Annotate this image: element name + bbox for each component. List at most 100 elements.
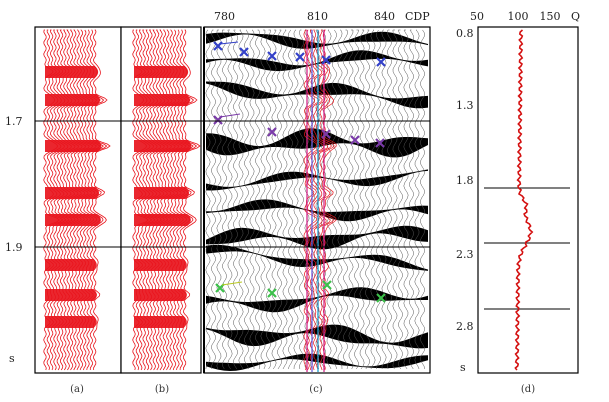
seismic-trace: [238, 29, 244, 370]
seismic-trace: [249, 29, 255, 370]
panel-a-peak-fill: [45, 214, 101, 226]
horizon-pick-marker: [295, 52, 305, 62]
horizon-pick-marker: [350, 135, 360, 145]
seismic-trace: [326, 29, 332, 370]
panel-b-trace: [182, 29, 201, 371]
panel-b-peak-fill: [134, 187, 190, 199]
caption-b: (b): [155, 384, 169, 395]
seismic-trace: [244, 29, 249, 370]
panel-c-seismic-section: [205, 29, 428, 371]
seismic-trace: [348, 29, 354, 370]
seismic-trace: [233, 29, 238, 370]
panel-b-peak-fill: [134, 94, 190, 106]
seismic-trace: [359, 29, 365, 370]
seismic-reflector: [206, 287, 428, 313]
caption-a: (a): [70, 384, 84, 395]
panel-b-peak-fill: [134, 140, 192, 152]
panel-a-peak-fill: [45, 66, 99, 78]
horizon-pick-marker: [322, 280, 332, 290]
horizon-pick-marker: [267, 127, 277, 137]
seismic-trace: [309, 29, 315, 370]
horizon-pick-marker: [376, 57, 386, 67]
horizon-pick-marker: [239, 47, 249, 57]
d-time-tick-2-8: 2.8: [456, 320, 474, 333]
panel-b-traces: [132, 29, 201, 371]
seismic-reflector: [206, 50, 428, 72]
horizon-pick-marker: [267, 288, 277, 298]
caption-c: (c): [309, 384, 323, 395]
panel-a-trace: [92, 29, 111, 371]
panel-a-peak-fill: [45, 187, 100, 199]
q-tick-50: 50: [470, 10, 484, 23]
seismic-trace: [299, 29, 304, 370]
panel-a-peak-fill: [45, 140, 102, 152]
seismic-trace: [260, 29, 266, 370]
seismic-trace: [277, 29, 282, 370]
d-time-tick-1-8: 1.8: [456, 174, 474, 187]
horizon-pick-marker: [267, 51, 277, 61]
panel-c-overlay: [213, 29, 386, 372]
panel-a-trace: [83, 29, 101, 371]
d-time-tick-0-8: 0.8: [456, 27, 474, 40]
seismic-trace: [414, 29, 420, 370]
seismic-reflector: [206, 199, 428, 222]
cdp-tick-840: 840: [374, 10, 395, 23]
seismic-reflector: [206, 81, 428, 109]
d-time-tick-2-3: 2.3: [456, 248, 474, 261]
seismic-trace: [211, 29, 216, 370]
q-curve: [514, 29, 534, 371]
seismic-trace: [266, 29, 272, 370]
horizon-label-line: [221, 281, 243, 286]
seismic-trace: [376, 29, 381, 370]
seismic-trace: [354, 29, 360, 370]
seismic-trace: [332, 29, 337, 370]
well-synthetic-trace: [306, 29, 321, 371]
seismic-reflector: [206, 31, 428, 49]
panel-a-peak-fill: [45, 259, 97, 271]
q-tick-100: 100: [508, 10, 529, 23]
seismic-trace: [227, 29, 233, 370]
seismic-trace: [255, 29, 260, 370]
seismic-reflector: [206, 353, 428, 371]
seismic-trace: [282, 29, 288, 370]
seismic-trace: [392, 29, 398, 370]
left-axis-tick-1-7: 1.7: [5, 115, 23, 128]
panel-b-peak-fill: [134, 259, 187, 271]
seismic-trace: [387, 29, 392, 370]
horizon-pick-marker: [321, 129, 331, 139]
horizon-pick-marker: [376, 293, 386, 303]
seismic-trace: [370, 29, 376, 370]
seismic-trace: [409, 29, 414, 370]
panel-d-frame: [477, 26, 579, 374]
panel-b-peak-fill: [134, 316, 187, 328]
seismic-trace: [397, 29, 403, 370]
seismic-reflector: [206, 324, 428, 349]
d-time-tick-1-3: 1.3: [456, 99, 474, 112]
cdp-axis-label: CDP: [405, 10, 430, 23]
cdp-tick-810: 810: [307, 10, 328, 23]
seismic-trace: [221, 29, 227, 370]
d-time-unit: s: [460, 361, 466, 374]
seismic-trace: [337, 29, 343, 370]
panel-a-traces: [43, 29, 111, 371]
seismic-trace: [293, 29, 299, 370]
panel-b-peak-fill: [134, 214, 191, 226]
seismic-trace: [403, 29, 409, 370]
seismic-trace: [288, 29, 293, 370]
left-axis-tick-1-9: 1.9: [5, 241, 23, 254]
seismic-trace: [216, 29, 222, 370]
panel-b-peak-fill: [134, 289, 187, 301]
seismic-trace: [343, 29, 348, 370]
horizon-label-line: [219, 113, 241, 118]
panel-b-peak-fill: [134, 66, 189, 78]
panel-a-peak-fill: [45, 94, 100, 106]
horizon-pick-marker: [213, 41, 223, 51]
seismic-trace: [420, 29, 425, 370]
cdp-tick-780: 780: [214, 10, 235, 23]
seismic-trace: [381, 29, 387, 370]
horizon-pick-marker: [321, 55, 331, 65]
caption-d: (d): [521, 384, 535, 395]
q-tick-150: 150: [540, 10, 561, 23]
seismic-reflector: [206, 225, 428, 250]
